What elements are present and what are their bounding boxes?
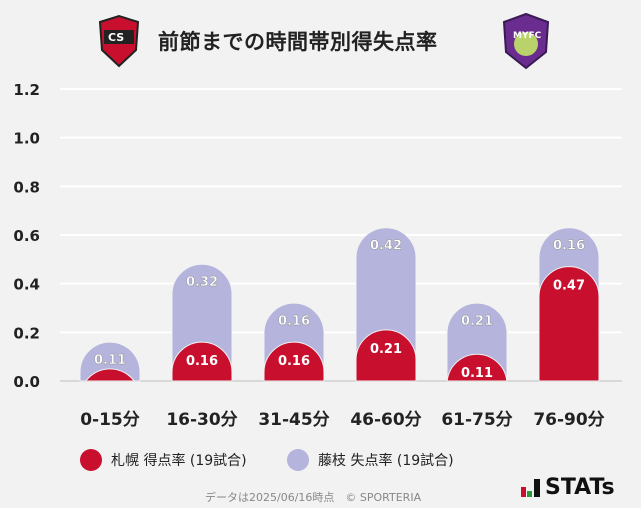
scored-bar <box>538 266 600 382</box>
scored-data-label: 0.11 <box>461 366 493 381</box>
legend-conceded: 藤枝 失点率 (19試合) <box>287 449 454 471</box>
y-tick-label: 1.2 <box>13 81 40 99</box>
legend-scored: 札幌 得点率 (19試合) <box>80 449 247 471</box>
conceded-bar <box>79 341 141 382</box>
stats-logo-icon <box>521 479 540 497</box>
legend-conceded-swatch <box>287 449 309 471</box>
footer-note: データは2025/06/16時点 © SPORTERIA <box>205 491 422 504</box>
scored-data-label: 0.16 <box>278 354 310 369</box>
y-tick-label: 0.0 <box>13 373 40 391</box>
x-tick-label: 76-90分 <box>533 410 604 430</box>
legend-scored-swatch <box>80 449 102 471</box>
scored-data-label: 0.16 <box>186 354 218 369</box>
x-tick-label: 0-15分 <box>80 410 140 430</box>
chart-title: 前節までの時間帯別得失点率 <box>158 30 438 54</box>
scored-bar <box>171 341 233 382</box>
stats-brand: STATs <box>521 477 615 499</box>
bar-chart: 0.0 0.2 0.4 0.6 0.8 1.0 1.2 0.11 0-15分 0.32 0.16 16… <box>13 81 622 430</box>
conceded-data-label: 0.32 <box>186 275 218 290</box>
conceded-data-label: 0.16 <box>278 314 310 329</box>
y-tick-label: 0.4 <box>13 276 40 294</box>
y-tick-label: 0.6 <box>13 227 40 245</box>
scored-bar <box>84 368 136 382</box>
x-tick-label: 46-60分 <box>350 410 421 430</box>
scored-data-label: 0.21 <box>370 342 402 357</box>
stats-brand-text: STATs <box>545 475 615 500</box>
y-tick-label: 1.0 <box>13 130 40 148</box>
scored-data-label: 0.47 <box>553 279 585 294</box>
legend-scored-label: 札幌 得点率 (19試合) <box>111 453 247 469</box>
home-team-logo: CS <box>96 14 142 72</box>
x-tick-label: 61-75分 <box>441 410 512 430</box>
svg-text:CS: CS <box>108 31 124 44</box>
svg-text:MYFC: MYFC <box>513 31 542 41</box>
x-tick-label: 31-45分 <box>258 410 329 430</box>
away-team-logo: MYFC <box>500 12 552 74</box>
conceded-data-label: 0.11 <box>94 353 126 368</box>
legend-conceded-label: 藤枝 失点率 (19試合) <box>318 453 454 469</box>
conceded-data-label: 0.42 <box>370 239 402 254</box>
conceded-data-label: 0.16 <box>553 239 585 254</box>
scored-bar <box>355 329 417 382</box>
conceded-data-label: 0.21 <box>461 314 493 329</box>
x-tick-label: 16-30分 <box>166 410 237 430</box>
scored-bar <box>263 341 325 382</box>
y-tick-label: 0.2 <box>13 324 40 342</box>
scored-bar <box>446 353 508 382</box>
y-tick-label: 0.8 <box>13 178 40 196</box>
